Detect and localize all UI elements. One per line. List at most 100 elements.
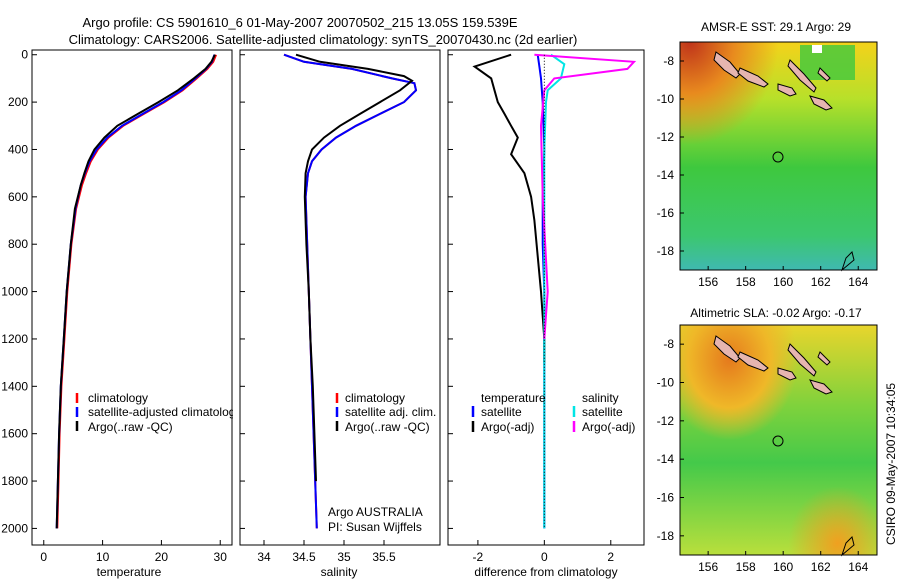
lon-tick-label: 160 <box>773 560 793 574</box>
y-tick-label: 1400 <box>1 379 28 393</box>
difference-plot-frame <box>447 49 645 546</box>
sla-map-frame <box>679 324 878 556</box>
lon-tick-label: 156 <box>698 275 718 289</box>
lat-tick-label: -10 <box>657 376 675 390</box>
x-tick-label: 34.5 <box>292 550 316 564</box>
sla-map <box>680 325 877 557</box>
y-tick-label: 1200 <box>1 332 28 346</box>
lat-tick-label: -8 <box>663 337 674 351</box>
island <box>809 95 833 111</box>
temperature-legend: climatology satellite-adjusted climatolo… <box>75 391 235 434</box>
x-tick-label: 35 <box>337 550 351 564</box>
y-tick-label: 1000 <box>1 285 28 299</box>
sst-map-title: AMSR-E SST: 29.1 Argo: 29 <box>701 20 851 34</box>
island <box>737 351 769 372</box>
sst-missing-data <box>812 45 822 53</box>
island <box>737 67 769 88</box>
island <box>817 351 831 366</box>
legend-sal-argo-label: Argo(-adj) <box>582 420 635 434</box>
creation-stamp: CSIRO 09-May-2007 10:34:05 <box>884 383 898 545</box>
legend-argo-label: Argo(..raw -QC) <box>345 420 430 434</box>
series-line-argo-raw-qc- <box>55 54 216 529</box>
x-tick-label: 0 <box>40 550 47 564</box>
legend-temperature-heading: temperature <box>481 391 546 405</box>
y-tick-label: 1800 <box>1 474 28 488</box>
lat-tick-label: -12 <box>657 414 675 428</box>
x-tick-label: 0 <box>541 550 548 564</box>
y-tick-label: 2000 <box>1 521 28 535</box>
difference-axis-label: difference from climatology <box>474 565 617 579</box>
island <box>787 59 817 93</box>
series-line-climatology <box>56 54 218 529</box>
lat-tick-label: -8 <box>663 54 674 68</box>
temperature-axis-label: temperature <box>97 565 162 579</box>
sst-map <box>680 42 877 272</box>
lat-tick-label: -10 <box>657 92 675 106</box>
lat-tick-label: -18 <box>657 529 675 543</box>
lon-tick-label: 160 <box>773 275 793 289</box>
sla-high-anomaly-south <box>680 325 877 555</box>
lat-tick-label: -16 <box>657 206 675 220</box>
argo-float-location <box>772 151 784 163</box>
lon-tick-label: 156 <box>698 560 718 574</box>
series-line-climatology <box>283 53 418 529</box>
salinity-plot: 34 34.5 35 35.5 <box>240 53 418 564</box>
x-tick-label: 30 <box>214 550 228 564</box>
float-owner-label: Argo AUSTRALIA <box>328 505 423 519</box>
lon-tick-label: 158 <box>736 275 756 289</box>
legend-temp-satellite-label: satellite <box>481 405 522 419</box>
island <box>713 51 741 79</box>
y-tick-label: 0 <box>21 48 28 62</box>
coastline <box>840 251 855 272</box>
x-tick-label: 35.5 <box>372 550 396 564</box>
island <box>777 83 797 97</box>
x-tick-label: 34 <box>257 550 271 564</box>
y-tick-label: 1600 <box>1 427 28 441</box>
series-line-argo-raw-qc- <box>295 53 414 482</box>
series-line-satellite-adjusted-climatolog <box>55 54 216 529</box>
island-outlines <box>713 51 833 111</box>
temperature-plot-frame <box>31 49 233 546</box>
lon-tick-label: 164 <box>848 560 868 574</box>
series-line-satellite <box>543 53 566 529</box>
island-outlines <box>713 335 833 395</box>
legend-argo-label: Argo(..raw -QC) <box>88 420 173 434</box>
x-tick-label: -2 <box>473 550 484 564</box>
sla-map-title: Altimetric SLA: -0.02 Argo: -0.17 <box>690 306 862 320</box>
legend-clip-cover <box>233 400 239 420</box>
x-tick-label: 20 <box>155 550 169 564</box>
lat-tick-label: -14 <box>657 168 675 182</box>
island <box>809 379 833 395</box>
island <box>787 343 817 377</box>
sla-map-axes: 156 158 160 162 164 -8 -10 -12 -14 -16 -18 <box>657 337 869 574</box>
lon-tick-label: 158 <box>736 560 756 574</box>
island <box>777 367 797 381</box>
lat-tick-label: -18 <box>657 244 675 258</box>
x-tick-label: 2 <box>607 550 614 564</box>
legend-temp-argo-label: Argo(-adj) <box>481 420 534 434</box>
legend-satellite-label: satellite-adjusted climatolog <box>88 405 235 419</box>
island <box>713 335 741 363</box>
series-line-argo-adj- <box>534 53 637 339</box>
sst-map-frame <box>679 41 878 271</box>
legend-sal-satellite-label: satellite <box>582 405 623 419</box>
figure-title-line-2: Climatology: CARS2006. Satellite-adjuste… <box>69 32 578 47</box>
argo-float-location <box>772 435 784 447</box>
lat-tick-label: -16 <box>657 491 675 505</box>
lat-tick-label: -14 <box>657 452 675 466</box>
figure-title-line-1: Argo profile: CS 5901610_6 01-May-2007 2… <box>82 15 517 30</box>
series-line-argo-adj- <box>472 53 546 363</box>
y-tick-label: 800 <box>8 237 28 251</box>
y-tick-label: 600 <box>8 190 28 204</box>
y-tick-label: 400 <box>8 142 28 156</box>
float-pi-label: PI: Susan Wijffels <box>328 520 422 534</box>
y-tick-label: 200 <box>8 95 28 109</box>
lon-tick-label: 162 <box>811 560 831 574</box>
island <box>817 67 831 82</box>
difference-plot: -2 0 2 <box>448 53 637 564</box>
legend-climatology-label: climatology <box>345 391 405 405</box>
legend-climatology-label: climatology <box>88 391 148 405</box>
salinity-legend: climatology satellite adj. clim. Argo(..… <box>328 391 436 534</box>
temperature-plot: 0 10 20 30 0 200 400 600 800 1000 1200 1400 1600 1800… <box>1 48 227 564</box>
